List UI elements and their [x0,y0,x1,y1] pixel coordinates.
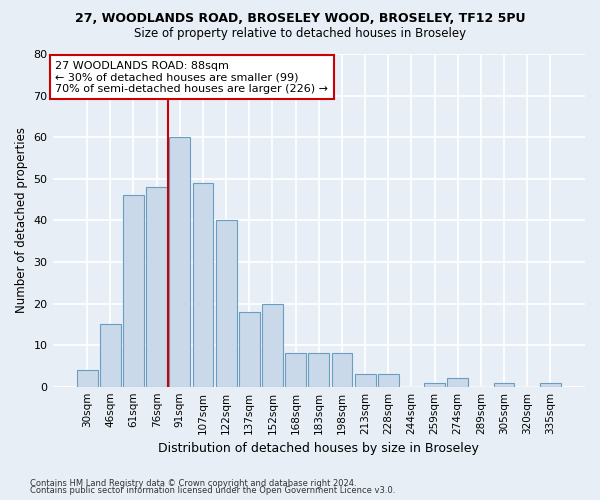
Bar [378,374,398,386]
Bar [123,196,144,386]
Bar [308,354,329,386]
Bar [169,137,190,386]
Text: Size of property relative to detached houses in Broseley: Size of property relative to detached ho… [134,28,466,40]
X-axis label: Distribution of detached houses by size in Broseley: Distribution of detached houses by size … [158,442,479,455]
Bar [355,374,376,386]
Bar [285,354,306,386]
Text: Contains public sector information licensed under the Open Government Licence v3: Contains public sector information licen… [30,486,395,495]
Bar [424,382,445,386]
Text: 27, WOODLANDS ROAD, BROSELEY WOOD, BROSELEY, TF12 5PU: 27, WOODLANDS ROAD, BROSELEY WOOD, BROSE… [75,12,525,26]
Bar [494,382,514,386]
Bar [540,382,561,386]
Bar [77,370,98,386]
Bar [216,220,236,386]
Bar [262,304,283,386]
Bar [239,312,260,386]
Bar [332,354,352,386]
Bar [448,378,468,386]
Text: Contains HM Land Registry data © Crown copyright and database right 2024.: Contains HM Land Registry data © Crown c… [30,478,356,488]
Bar [193,183,214,386]
Y-axis label: Number of detached properties: Number of detached properties [15,128,28,314]
Bar [146,187,167,386]
Text: 27 WOODLANDS ROAD: 88sqm
← 30% of detached houses are smaller (99)
70% of semi-d: 27 WOODLANDS ROAD: 88sqm ← 30% of detach… [55,60,328,94]
Bar [100,324,121,386]
